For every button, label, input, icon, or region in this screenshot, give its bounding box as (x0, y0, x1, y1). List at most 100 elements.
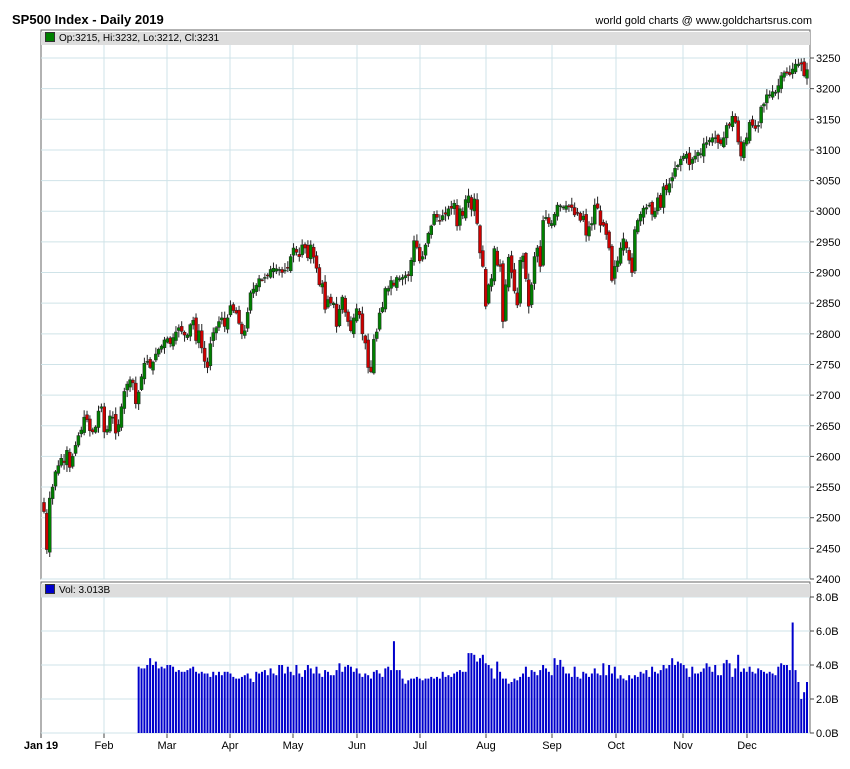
candle-body (799, 62, 804, 65)
candle-body (47, 497, 52, 553)
y-tick-label: 2700 (816, 390, 840, 402)
volume-bar (157, 668, 160, 733)
volume-bar (447, 675, 450, 733)
candle (380, 301, 385, 314)
candle (463, 195, 468, 221)
volume-bar (533, 671, 536, 733)
candle-body (567, 205, 571, 208)
candle-body (174, 331, 178, 341)
candle-body (122, 391, 127, 409)
candle-body (369, 366, 373, 373)
volume-bar (550, 675, 553, 733)
candle-body (767, 94, 772, 97)
candle-body (529, 284, 534, 305)
candle-body (317, 267, 322, 286)
candle (759, 105, 763, 129)
candle (704, 136, 709, 149)
candle-body (607, 231, 611, 249)
volume-bar (510, 682, 513, 733)
volume-bar (152, 665, 154, 733)
volume-bar (631, 678, 634, 733)
candle (524, 251, 528, 282)
volume-bar (490, 668, 493, 733)
volume-bar (304, 670, 307, 733)
candle-body (739, 141, 743, 157)
candle-body (139, 376, 144, 390)
candle (248, 290, 253, 314)
candle-body (512, 269, 517, 292)
candle (343, 295, 347, 317)
volume-bar (390, 670, 393, 733)
candle-body (426, 233, 431, 244)
candle-body (443, 212, 448, 215)
candle-body (136, 391, 141, 405)
candle (420, 251, 425, 262)
volume-bar (636, 676, 639, 733)
candle (119, 403, 124, 431)
volume-bar (364, 673, 367, 733)
volume-bar (421, 680, 424, 733)
candle-body (108, 415, 112, 432)
candle-body (50, 486, 55, 499)
candle (742, 139, 746, 162)
candle (805, 62, 809, 85)
volume-bar (203, 673, 206, 733)
candle (217, 316, 221, 331)
volume-bar (289, 671, 292, 733)
candle (661, 182, 666, 214)
candle-body (177, 327, 181, 331)
volume-bar (616, 678, 619, 733)
candle-body (429, 225, 433, 235)
volume-bar (725, 659, 728, 733)
candle-body (790, 68, 795, 75)
candle (88, 415, 92, 437)
volume-bar (292, 675, 295, 733)
volume-bar (453, 673, 456, 733)
candle-body (397, 278, 402, 281)
volume-bar (461, 671, 464, 733)
candle-body (294, 249, 299, 253)
candle (294, 245, 299, 256)
candle-body (541, 220, 545, 266)
volume-bar (619, 675, 622, 733)
candle-body (105, 429, 109, 433)
candle-body (521, 255, 525, 263)
candle-body (156, 348, 161, 355)
vol-tick-label: 6.0B (816, 626, 839, 638)
x-tick-label: Aug (476, 740, 496, 752)
volume-bar (774, 675, 777, 733)
candle-body (70, 456, 75, 467)
candle-body (418, 247, 422, 262)
candle-body (753, 125, 758, 129)
candle-body (200, 330, 204, 349)
volume-bar (160, 666, 163, 733)
volume-bar (272, 673, 275, 733)
candle-body (472, 198, 477, 212)
candle-body (673, 168, 677, 177)
volume-bar (731, 676, 734, 733)
candle (592, 198, 597, 230)
candle (532, 251, 537, 290)
candle (504, 279, 508, 322)
volume-bar (200, 671, 203, 733)
candle (793, 59, 798, 74)
candle (257, 274, 261, 292)
candle-body (185, 334, 190, 338)
candle (756, 121, 760, 133)
candle (113, 407, 118, 440)
volume-bar (163, 668, 166, 733)
volume-bar (504, 678, 507, 733)
candle-body (73, 445, 78, 454)
candle (372, 334, 376, 375)
candle-body (716, 134, 720, 143)
candle (245, 307, 250, 332)
candle-body (770, 91, 775, 98)
candle (446, 205, 451, 220)
candle (747, 119, 752, 144)
candle-body (182, 331, 187, 336)
candle-body (641, 207, 646, 218)
volume-bar (418, 678, 421, 733)
candle (495, 246, 499, 267)
volume-bar (487, 665, 490, 733)
volume-bar (708, 666, 711, 733)
